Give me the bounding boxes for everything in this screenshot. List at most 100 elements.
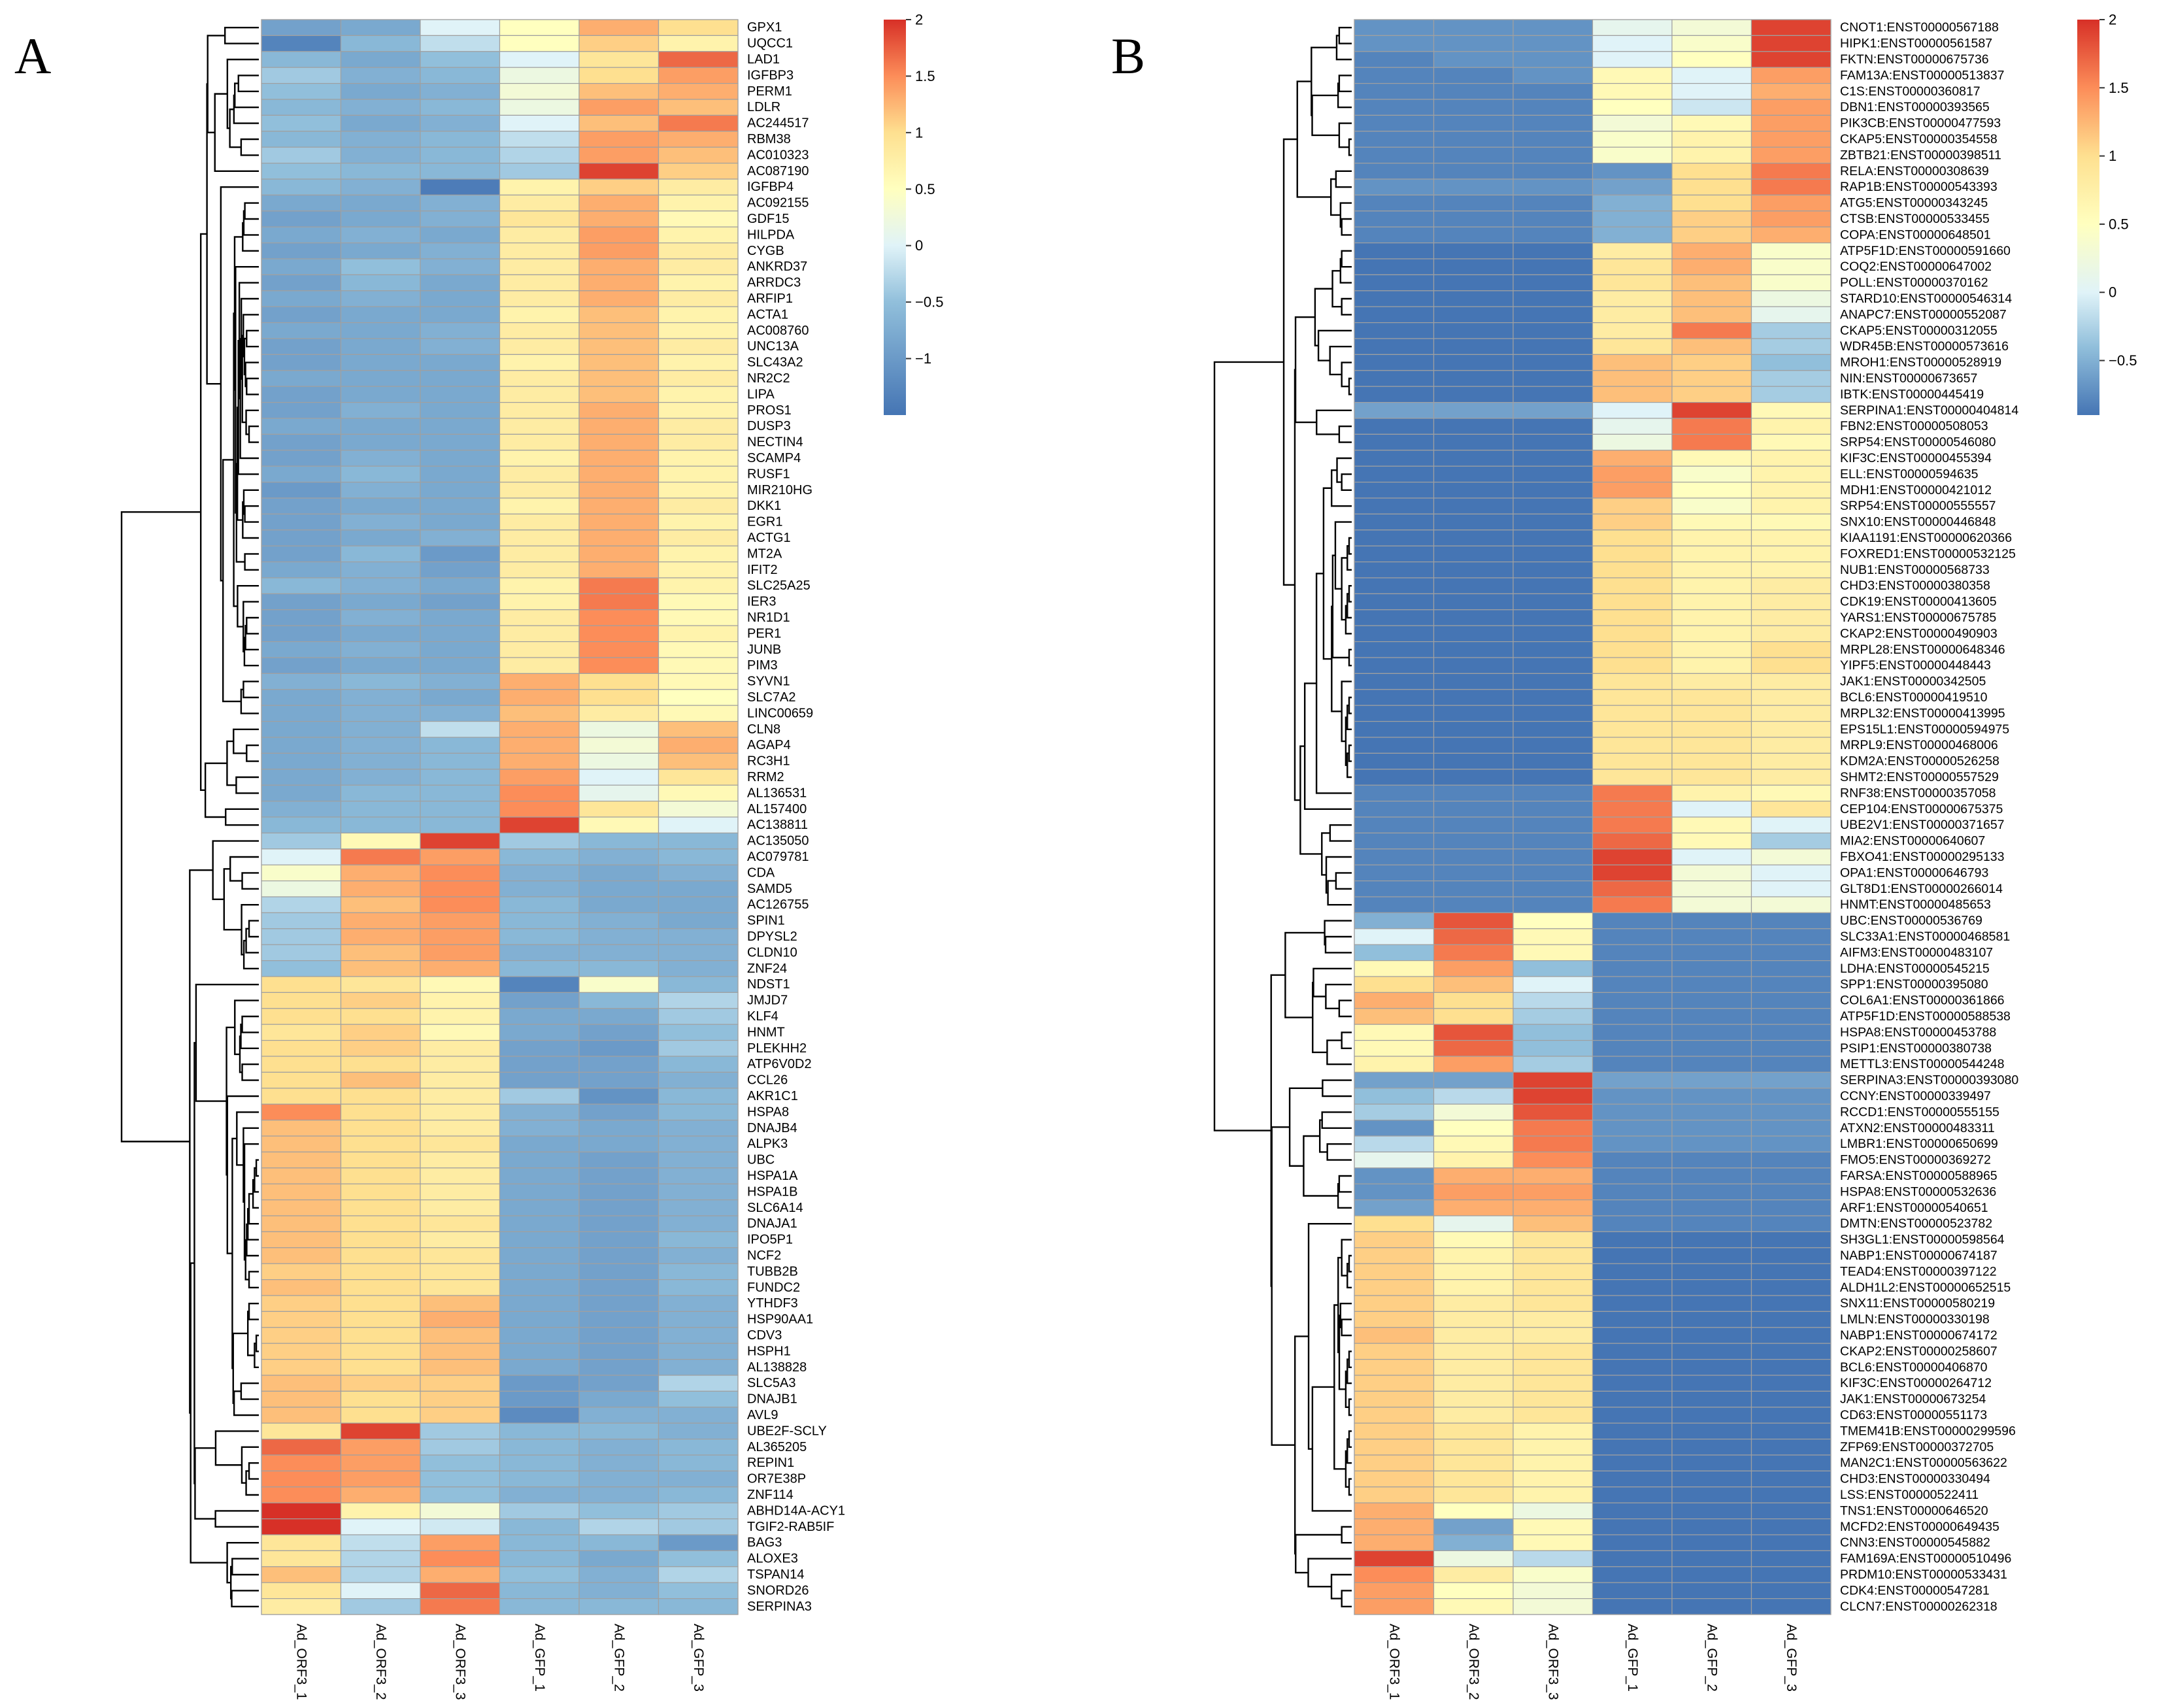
panel-a-row-label: RRM2: [747, 770, 784, 784]
panel-a-cell: [578, 689, 660, 706]
panel-a-cell: [499, 1502, 580, 1520]
panel-a-cell: [420, 1422, 501, 1440]
panel-b-cell: [1671, 99, 1752, 116]
panel-b-cell: [1513, 433, 1594, 451]
panel-b-dendrogram-link: [1341, 1031, 1352, 1049]
panel-b-cell: [1513, 1247, 1594, 1264]
panel-a-column-labels: Ad_ORF3_1 Ad_ORF3_2 Ad_ORF3_3 Ad_GFP_1 Ad_GF…: [293, 1624, 706, 1700]
panel-a-cell: [340, 848, 421, 865]
panel-a-row-label: HNMT: [747, 1025, 785, 1039]
panel-a-cell: [578, 1199, 660, 1216]
panel-a-cell: [658, 1071, 739, 1089]
panel-a-cell: [658, 864, 739, 882]
panel-b-cell: [1513, 1327, 1594, 1344]
panel-a-dendrogram-link: [243, 1143, 259, 1261]
panel-b-cell: [1671, 354, 1752, 371]
panel-a-cell: [499, 737, 580, 754]
panel-b-cell: [1592, 1151, 1673, 1169]
panel-a-cell: [658, 705, 739, 722]
panel-a-cell: [658, 1167, 739, 1184]
panel-a-row-label: UBC: [747, 1153, 775, 1167]
panel-a-dendrogram-link: [214, 1430, 259, 1466]
panel-b-cell: [1592, 243, 1673, 260]
panel-a-row-label: MIR210HG: [747, 483, 812, 497]
panel-a-cell: [340, 1167, 421, 1184]
panel-a-cell: [420, 1327, 501, 1344]
panel-b-row-label: MIA2:ENST00000640607: [1840, 834, 1985, 848]
panel-a-dendrogram-link: [214, 1510, 259, 1528]
panel-a-dendrogram-link: [255, 1334, 259, 1352]
panel-b-cell: [1671, 418, 1752, 435]
panel-b-cell: [1433, 497, 1514, 514]
panel-a-cell: [499, 1486, 580, 1503]
panel-b-legend-tick-label: 2: [2109, 12, 2116, 28]
panel-b-color-legend: 21.510.50−0.5: [2077, 12, 2137, 415]
panel-b-dendrogram-link: [1324, 920, 1352, 946]
panel-a-cell: [578, 1550, 660, 1567]
panel-b-cell: [1750, 1598, 1831, 1615]
panel-b-cell: [1433, 912, 1514, 929]
panel-b-cell: [1354, 1088, 1435, 1105]
panel-b-cell: [1592, 1470, 1673, 1488]
panel-b-cell: [1592, 1439, 1673, 1456]
panel-a-cell: [578, 1518, 660, 1535]
panel-b-cell: [1750, 720, 1831, 738]
panel-a-cell: [578, 322, 660, 339]
panel-b-cell: [1592, 338, 1673, 355]
panel-a-cell: [420, 577, 501, 594]
panel-b-dendrogram-link: [1316, 409, 1352, 435]
panel-a-cell: [420, 1582, 501, 1599]
panel-a-cell: [499, 386, 580, 403]
panel-b-dendrogram-link: [1341, 250, 1352, 268]
panel-a-cell: [658, 1343, 739, 1360]
panel-b-cell: [1433, 864, 1514, 882]
panel-a-cell: [578, 1103, 660, 1121]
panel-b-row-label: SERPINA3:ENST00000393080: [1840, 1073, 2018, 1088]
panel-b-dendrogram-link: [1335, 170, 1352, 188]
panel-b-cell: [1750, 1439, 1831, 1456]
panel-a-cell: [340, 1598, 421, 1615]
panel-b-cell: [1433, 1534, 1514, 1551]
panel-a-cell: [499, 82, 580, 100]
panel-a-cell: [261, 1534, 342, 1551]
panel-a-cell: [261, 609, 342, 626]
panel-b-cell: [1750, 386, 1831, 403]
panel-b-cell: [1671, 194, 1752, 212]
panel-a-row-label: JUNB: [747, 643, 781, 657]
panel-a-dendrogram-link: [242, 601, 259, 653]
panel-b-cell: [1671, 1183, 1752, 1201]
panel-b-row-label: CEP104:ENST00000675375: [1840, 802, 2003, 816]
panel-b-cell: [1433, 1199, 1514, 1216]
panel-b-row-label: PRDM10:ENST00000533431: [1840, 1567, 2007, 1582]
panel-b-cell: [1750, 481, 1831, 499]
panel-a-cell: [578, 928, 660, 945]
panel-b-cell: [1513, 800, 1594, 818]
panel-b-dendrogram-link: [1338, 75, 1352, 92]
panel-b-cell: [1592, 1279, 1673, 1296]
panel-a-dendrogram-link: [241, 1063, 259, 1081]
panel-b-cell: [1513, 784, 1594, 802]
panel-a-cell: [578, 1343, 660, 1360]
panel-a-cell: [578, 418, 660, 435]
panel-a-cell: [261, 1422, 342, 1440]
panel-a-cell: [499, 848, 580, 865]
panel-a-row-label: AC126755: [747, 897, 809, 912]
panel-a-dendrogram-link: [243, 637, 259, 667]
panel-a-cell: [578, 1183, 660, 1201]
panel-a-cell: [261, 800, 342, 818]
panel-a-cell: [340, 992, 421, 1009]
panel-a-cell: [658, 912, 739, 929]
panel-a-dendrogram-link: [245, 928, 259, 954]
panel-b-cell: [1433, 944, 1514, 962]
panel-a-cell: [658, 338, 739, 355]
panel-b-row-label: STARD10:ENST00000546314: [1840, 292, 2012, 306]
panel-b-cell: [1433, 529, 1514, 546]
panel-a-cell: [420, 146, 501, 164]
panel-b-dendrogram-link: [1331, 605, 1342, 712]
panel-b-cell: [1513, 194, 1594, 212]
panel-b-cell: [1671, 1167, 1752, 1184]
panel-b-cell: [1592, 912, 1673, 929]
panel-a-dendrogram-link: [245, 1470, 259, 1496]
panel-a-cell: [420, 465, 501, 483]
panel-a-row-label: HSPA1B: [747, 1184, 797, 1199]
